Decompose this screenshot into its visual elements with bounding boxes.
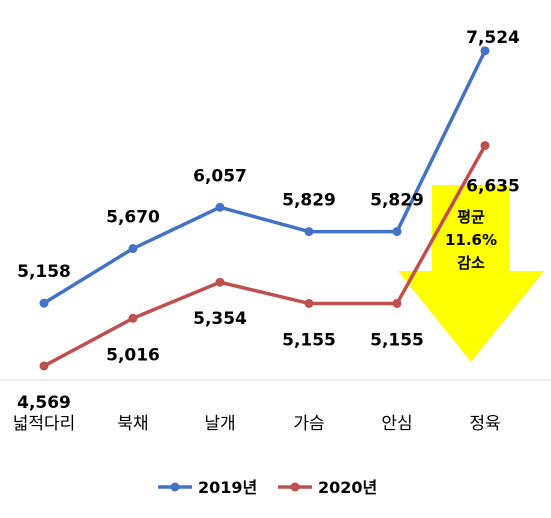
annotation-line-1: 평균 bbox=[457, 208, 485, 226]
annotation-line-2: 11.6% bbox=[445, 231, 497, 249]
x-tick-label: 날개 bbox=[204, 414, 235, 434]
data-label: 5,829 bbox=[370, 191, 424, 211]
series-line-1 bbox=[43, 50, 487, 305]
legend-marker-2 bbox=[290, 482, 300, 492]
series-2-point bbox=[215, 277, 225, 287]
series-line-2 bbox=[43, 144, 487, 368]
series-2-point bbox=[128, 313, 138, 323]
series-1-point bbox=[304, 227, 314, 237]
series-2-point bbox=[480, 141, 490, 151]
x-tick-label: 북채 bbox=[117, 414, 148, 434]
data-label: 5,016 bbox=[106, 345, 160, 365]
series-2-point bbox=[39, 361, 49, 371]
data-label: 5,155 bbox=[370, 330, 424, 350]
x-tick-label: 정육 bbox=[469, 414, 500, 434]
x-tick-label: 가슴 bbox=[293, 414, 324, 434]
series-1-point bbox=[39, 298, 49, 308]
data-label: 5,670 bbox=[106, 208, 160, 228]
x-tick-labels: 넓적다리 북채 날개 가슴 안심 정육 bbox=[13, 414, 501, 434]
series-1-point bbox=[392, 227, 402, 237]
decrease-arrow bbox=[398, 185, 544, 362]
data-labels: 5,158 5,670 6,057 5,829 5,829 7,524 4,569 5,016… bbox=[17, 28, 520, 413]
x-tick-label: 넓적다리 bbox=[13, 414, 76, 434]
data-label: 5,354 bbox=[193, 309, 247, 329]
series-2-point bbox=[304, 298, 314, 308]
data-label: 4,569 bbox=[17, 393, 71, 413]
data-label: 7,524 bbox=[466, 28, 520, 48]
data-label: 6,635 bbox=[466, 177, 520, 197]
series-layer bbox=[39, 46, 490, 371]
x-tick-label: 안심 bbox=[381, 414, 412, 434]
data-label: 5,158 bbox=[17, 262, 71, 282]
legend: 2019년 2020년 bbox=[158, 478, 377, 497]
data-label: 5,829 bbox=[282, 191, 336, 211]
annotation-line-3: 감소 bbox=[457, 254, 485, 272]
series-1-point bbox=[128, 244, 138, 254]
legend-label-2: 2020년 bbox=[318, 478, 377, 497]
series-2-point bbox=[392, 298, 402, 308]
series-1-point bbox=[215, 202, 225, 212]
annotation: 평균 11.6% 감소 bbox=[398, 185, 544, 362]
legend-marker-1 bbox=[170, 482, 180, 492]
legend-label-1: 2019년 bbox=[198, 478, 257, 497]
data-label: 6,057 bbox=[193, 166, 247, 186]
data-label: 5,155 bbox=[282, 330, 336, 350]
series-1-point bbox=[480, 46, 490, 56]
